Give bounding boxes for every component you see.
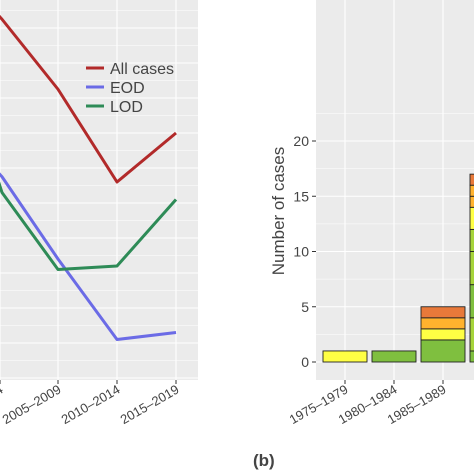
panel-b-bars <box>322 173 474 363</box>
bar-segment <box>371 350 417 363</box>
bar-segment <box>420 339 466 363</box>
bar-segment <box>469 350 474 363</box>
panel-b-y-axis-title: Number of cases <box>269 147 288 276</box>
x-tick-label: 2010–2014 <box>59 382 123 428</box>
panel-a-series <box>0 14 178 341</box>
bar-segment <box>469 173 474 186</box>
legend-label: All cases <box>110 61 174 78</box>
panel-a-background <box>0 0 198 380</box>
x-tick-label: 2015–2019 <box>118 382 182 428</box>
bar-segment <box>469 251 474 286</box>
bar-segment <box>420 306 466 319</box>
bar-segment <box>420 317 466 330</box>
series-line <box>0 181 178 271</box>
bar-segment <box>420 328 466 341</box>
bar-segment <box>322 350 368 363</box>
legend-label: EOD <box>110 80 145 97</box>
panel-a-legend: All cases EOD LOD <box>86 61 174 116</box>
bar-segment <box>469 228 474 252</box>
y-tick-label: 10 <box>293 244 309 260</box>
bar-segment <box>469 206 474 230</box>
panel-a-grid <box>0 0 198 380</box>
y-tick-label: 0 <box>301 354 309 370</box>
bar-segment <box>469 284 474 319</box>
bar-segment <box>469 184 474 197</box>
panel-b-grid <box>316 0 474 380</box>
series-line <box>0 172 177 341</box>
legend-label: LOD <box>110 99 143 116</box>
x-tick-label: 2005–2009 <box>0 382 64 428</box>
bar-segment <box>469 195 474 208</box>
y-tick-label: 15 <box>293 188 309 204</box>
panel-b-y-axis: 0 5 10 15 20 <box>293 133 316 370</box>
y-tick-label: 5 <box>301 299 309 315</box>
y-tick-label: 20 <box>293 133 309 149</box>
bar-segment <box>469 317 474 352</box>
series-line <box>0 14 177 184</box>
panel-b-label: (b) <box>253 451 275 470</box>
